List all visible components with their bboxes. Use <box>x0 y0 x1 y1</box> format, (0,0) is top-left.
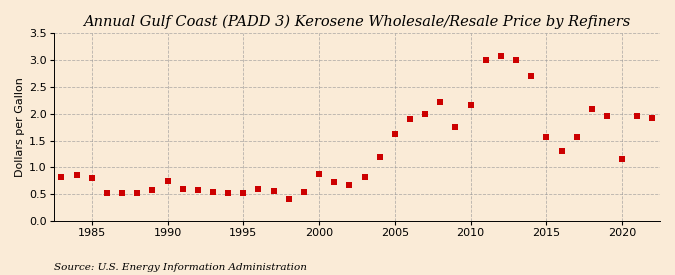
Point <box>465 103 476 108</box>
Point <box>298 190 309 194</box>
Point <box>389 131 400 136</box>
Point <box>192 188 203 193</box>
Point <box>571 135 582 139</box>
Point <box>86 176 97 180</box>
Point <box>495 54 506 59</box>
Point <box>253 187 264 191</box>
Point <box>647 115 658 120</box>
Point <box>511 58 522 62</box>
Point <box>268 189 279 193</box>
Point <box>420 112 431 116</box>
Point <box>178 187 188 191</box>
Text: Source: U.S. Energy Information Administration: Source: U.S. Energy Information Administ… <box>54 263 307 271</box>
Point <box>101 191 112 195</box>
Point <box>56 174 67 179</box>
Title: Annual Gulf Coast (PADD 3) Kerosene Wholesale/Resale Price by Refiners: Annual Gulf Coast (PADD 3) Kerosene Whol… <box>83 15 630 29</box>
Point <box>359 174 370 179</box>
Point <box>450 125 461 130</box>
Point <box>374 155 385 159</box>
Point <box>162 179 173 183</box>
Point <box>344 183 355 187</box>
Point <box>556 149 567 153</box>
Point <box>587 107 597 112</box>
Point <box>208 189 219 194</box>
Point <box>632 114 643 119</box>
Point <box>541 135 551 139</box>
Point <box>132 190 142 195</box>
Point <box>435 100 446 104</box>
Point <box>238 190 248 195</box>
Y-axis label: Dollars per Gallon: Dollars per Gallon <box>15 77 25 177</box>
Point <box>526 74 537 78</box>
Point <box>284 196 294 201</box>
Point <box>117 191 128 195</box>
Point <box>223 190 234 195</box>
Point <box>601 114 612 119</box>
Point <box>404 117 415 121</box>
Point <box>617 157 628 162</box>
Point <box>71 173 82 177</box>
Point <box>147 188 158 193</box>
Point <box>314 172 325 176</box>
Point <box>481 58 491 62</box>
Point <box>329 180 340 185</box>
